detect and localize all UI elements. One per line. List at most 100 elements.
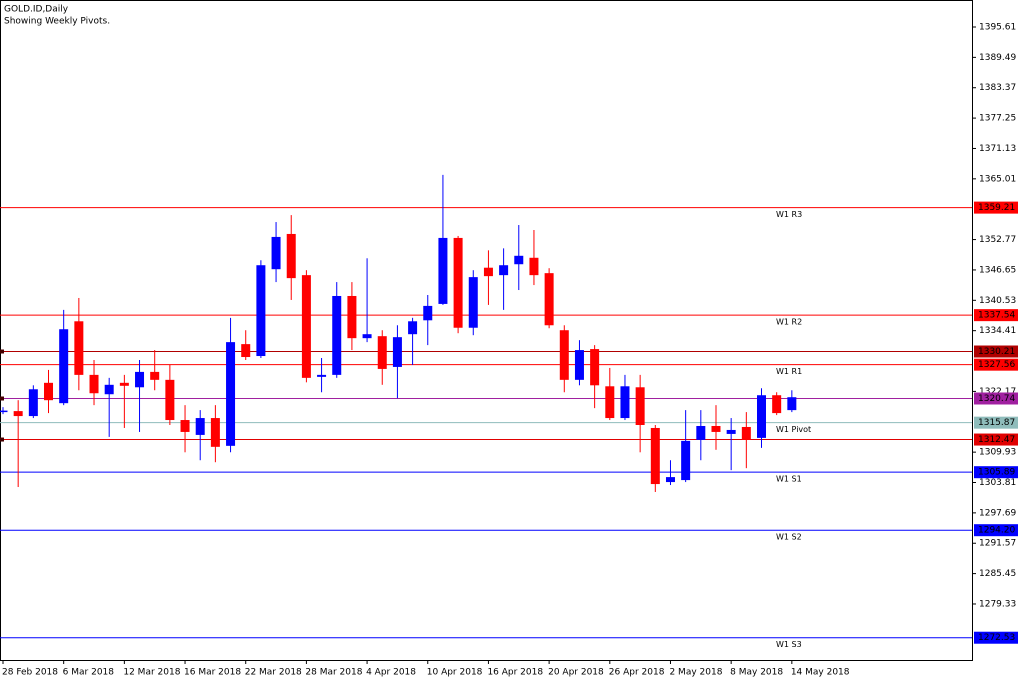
x-tick-label: 4 Apr 2018	[366, 668, 416, 678]
pivot-label: W1 R1	[776, 367, 802, 376]
y-tick-label: 1383.37	[979, 83, 1016, 93]
price-box	[974, 358, 1018, 371]
price-box	[974, 392, 1018, 405]
candle-body	[514, 255, 524, 265]
candle-body	[544, 273, 554, 326]
candle-body	[711, 425, 721, 432]
candle-body	[13, 411, 23, 417]
candle-body	[89, 374, 99, 394]
candle-body	[28, 389, 38, 417]
price-box-label: 1359.21	[978, 203, 1015, 213]
edge-marker	[0, 349, 4, 354]
x-tick-label: 22 Mar 2018	[245, 668, 302, 678]
candle-body	[135, 371, 145, 388]
y-tick-label: 1371.13	[979, 144, 1016, 154]
candle-body	[559, 330, 569, 380]
x-tick-label: 2 May 2018	[669, 668, 722, 678]
y-tick-label: 1340.53	[979, 296, 1016, 306]
candle-body	[104, 384, 114, 395]
y-tick-label: 1297.69	[979, 508, 1016, 518]
candle-body	[226, 342, 236, 446]
pivot-label: W1 R2	[776, 318, 802, 327]
chart-title: GOLD.ID,Daily	[4, 5, 69, 15]
candle-body	[408, 321, 418, 335]
candle-body	[362, 334, 372, 339]
x-tick-label: 16 Apr 2018	[487, 668, 543, 678]
plot-frame	[0, 0, 973, 661]
price-box	[974, 466, 1018, 479]
y-tick-label: 1377.25	[979, 114, 1016, 124]
candle-body	[44, 382, 54, 401]
candle-body	[499, 265, 509, 276]
candle-body	[74, 321, 84, 375]
candle-body	[392, 337, 402, 367]
edge-marker	[0, 396, 4, 401]
candle-body	[605, 386, 615, 419]
y-tick-label: 1389.49	[979, 53, 1016, 63]
x-tick-label: 14 May 2018	[791, 668, 850, 678]
price-box	[974, 631, 1018, 644]
edge-marker	[0, 437, 4, 442]
x-tick-label: 28 Mar 2018	[305, 668, 362, 678]
candle-body	[529, 257, 539, 276]
candle-body	[574, 350, 584, 380]
price-box	[974, 345, 1018, 358]
candle-body	[620, 386, 630, 419]
y-tick-label: 1303.81	[979, 478, 1016, 488]
y-tick-label: 1291.57	[979, 539, 1016, 549]
price-box-label: 1272.53	[978, 633, 1015, 643]
candle-body	[438, 237, 448, 304]
candle-body	[241, 344, 251, 358]
candle-body	[347, 295, 357, 339]
x-tick-label: 20 Apr 2018	[548, 668, 604, 678]
candle-body	[286, 233, 296, 279]
candle-body	[650, 427, 660, 485]
y-tick-label: 1365.01	[979, 174, 1016, 184]
chart-subtitle: Showing Weekly Pivots.	[4, 17, 110, 27]
y-tick-label: 1395.61	[979, 22, 1016, 32]
pivot-label: W1 S1	[776, 475, 802, 484]
y-tick-label: 1352.77	[979, 235, 1016, 245]
candle-body	[301, 275, 311, 378]
candle-body	[590, 349, 600, 386]
candle-body	[757, 395, 766, 438]
candle-body	[423, 305, 433, 321]
price-box-label: 1312.47	[978, 435, 1015, 445]
y-tick-label: 1322.17	[979, 387, 1016, 397]
y-tick-label: 1309.93	[979, 448, 1016, 458]
candle-body	[787, 397, 797, 411]
candle-body	[772, 395, 782, 414]
candle-body	[741, 426, 751, 440]
candle-body	[665, 477, 675, 483]
price-box	[974, 309, 1018, 322]
candle-body	[210, 418, 220, 447]
candle-body	[468, 277, 478, 328]
candle-body	[635, 387, 645, 425]
candle-body	[195, 418, 205, 435]
y-tick-label: 1279.33	[979, 599, 1016, 609]
x-tick-label: 12 Mar 2018	[123, 668, 180, 678]
price-box	[974, 524, 1018, 537]
price-box-label: 1315.87	[978, 418, 1015, 428]
candle-body	[165, 379, 175, 421]
price-box-label: 1320.74	[978, 394, 1015, 404]
price-box	[974, 433, 1018, 446]
candle-body	[271, 236, 281, 270]
candle-body	[119, 382, 129, 386]
price-box-label: 1305.89	[978, 468, 1015, 478]
candle-body	[59, 329, 69, 404]
candle-body	[453, 237, 463, 328]
candle-body	[0, 410, 8, 413]
price-box-label: 1294.20	[978, 526, 1015, 536]
y-tick-label: 1346.65	[979, 265, 1016, 275]
x-tick-label: 6 Mar 2018	[63, 668, 115, 678]
x-tick-label: 26 Apr 2018	[609, 668, 665, 678]
candle-body	[256, 265, 266, 357]
pivot-label: W1 R3	[776, 210, 802, 219]
price-box-label: 1337.54	[978, 311, 1015, 321]
y-tick-label: 1285.45	[979, 569, 1016, 579]
pivot-label: W1 S3	[776, 640, 802, 649]
pivot-label: W1 Pivot	[776, 425, 811, 434]
y-tick-label: 1334.41	[979, 326, 1016, 336]
